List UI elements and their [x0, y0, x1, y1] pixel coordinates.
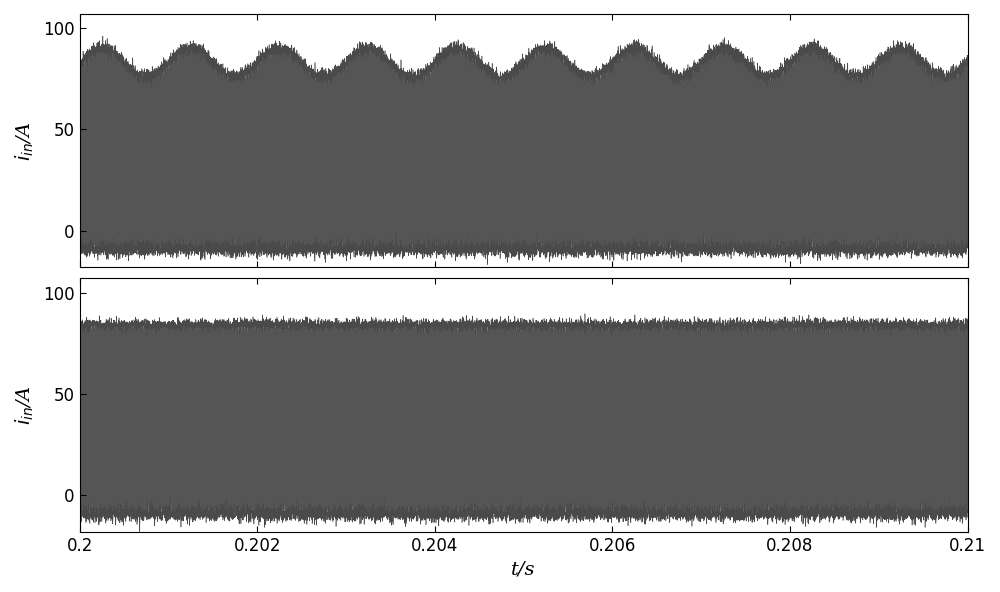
X-axis label: t/s: t/s [511, 560, 536, 578]
Y-axis label: $i_{in}$/A: $i_{in}$/A [14, 385, 36, 425]
Y-axis label: $i_{in}$/A: $i_{in}$/A [14, 121, 36, 160]
